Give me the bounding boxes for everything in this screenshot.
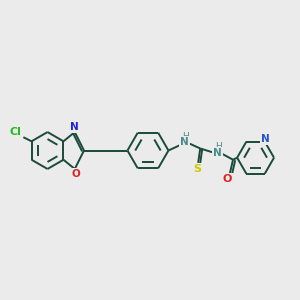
- Text: N: N: [181, 137, 189, 147]
- Text: O: O: [71, 169, 80, 179]
- Text: Cl: Cl: [9, 127, 21, 137]
- Text: N: N: [261, 134, 270, 144]
- Text: O: O: [222, 174, 232, 184]
- Text: N: N: [70, 122, 79, 132]
- Text: H: H: [215, 142, 222, 151]
- Text: N: N: [213, 148, 222, 158]
- Text: S: S: [193, 164, 201, 174]
- Text: H: H: [182, 132, 189, 141]
